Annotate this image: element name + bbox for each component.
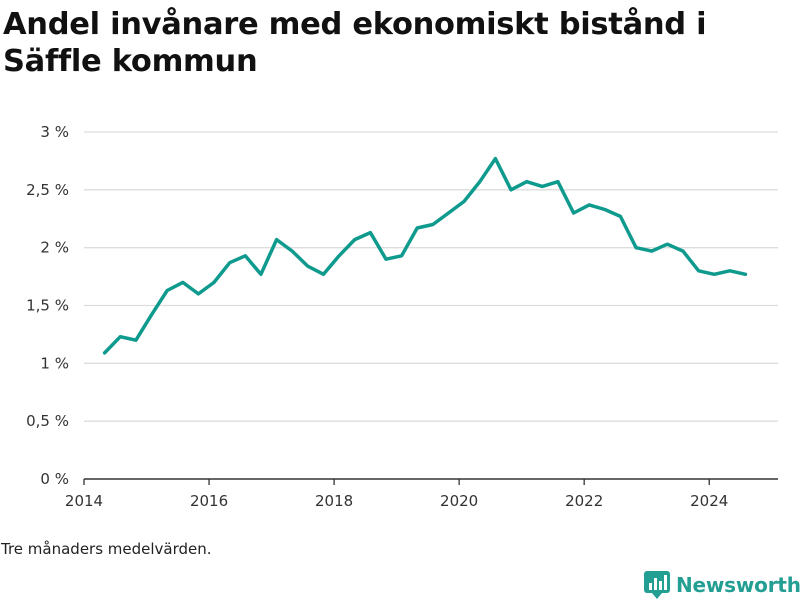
brand-name: Newsworthy bbox=[676, 573, 800, 597]
gridlines bbox=[84, 131, 778, 422]
y-tick-label: 2,5 % bbox=[26, 181, 69, 199]
x-tick-label: 2016 bbox=[190, 492, 228, 510]
y-tick-label: 1 % bbox=[40, 354, 69, 372]
y-axis-ticks: 0 % 0,5 % 1 % 1,5 % 2 % 2,5 % 3 % bbox=[26, 123, 69, 488]
x-tick-label: 2018 bbox=[315, 492, 353, 510]
y-tick-label: 0 % bbox=[40, 470, 69, 488]
y-tick-label: 2 % bbox=[40, 239, 69, 257]
bar-chart-icon bbox=[644, 571, 670, 599]
x-tick-label: 2014 bbox=[65, 492, 103, 510]
line-chart: 0 % 0,5 % 1 % 1,5 % 2 % 2,5 % 3 % 2014 2016 2018… bbox=[26, 123, 778, 510]
x-tick-label: 2020 bbox=[440, 492, 478, 510]
chart-title: Andel invånare med ekonomiskt bistånd i … bbox=[3, 7, 707, 79]
y-tick-label: 1,5 % bbox=[26, 297, 69, 315]
brand-logo: Newsworthy bbox=[644, 570, 800, 600]
y-tick-label: 0,5 % bbox=[26, 412, 69, 430]
x-tick-label: 2024 bbox=[690, 492, 728, 510]
series-line bbox=[102, 156, 748, 355]
x-axis-ticks: 2014 2016 2018 2020 2022 2024 bbox=[65, 479, 728, 510]
chart-note: Tre månaders medelvärden. bbox=[1, 540, 212, 558]
y-tick-label: 3 % bbox=[40, 123, 69, 141]
x-tick-label: 2022 bbox=[565, 492, 603, 510]
